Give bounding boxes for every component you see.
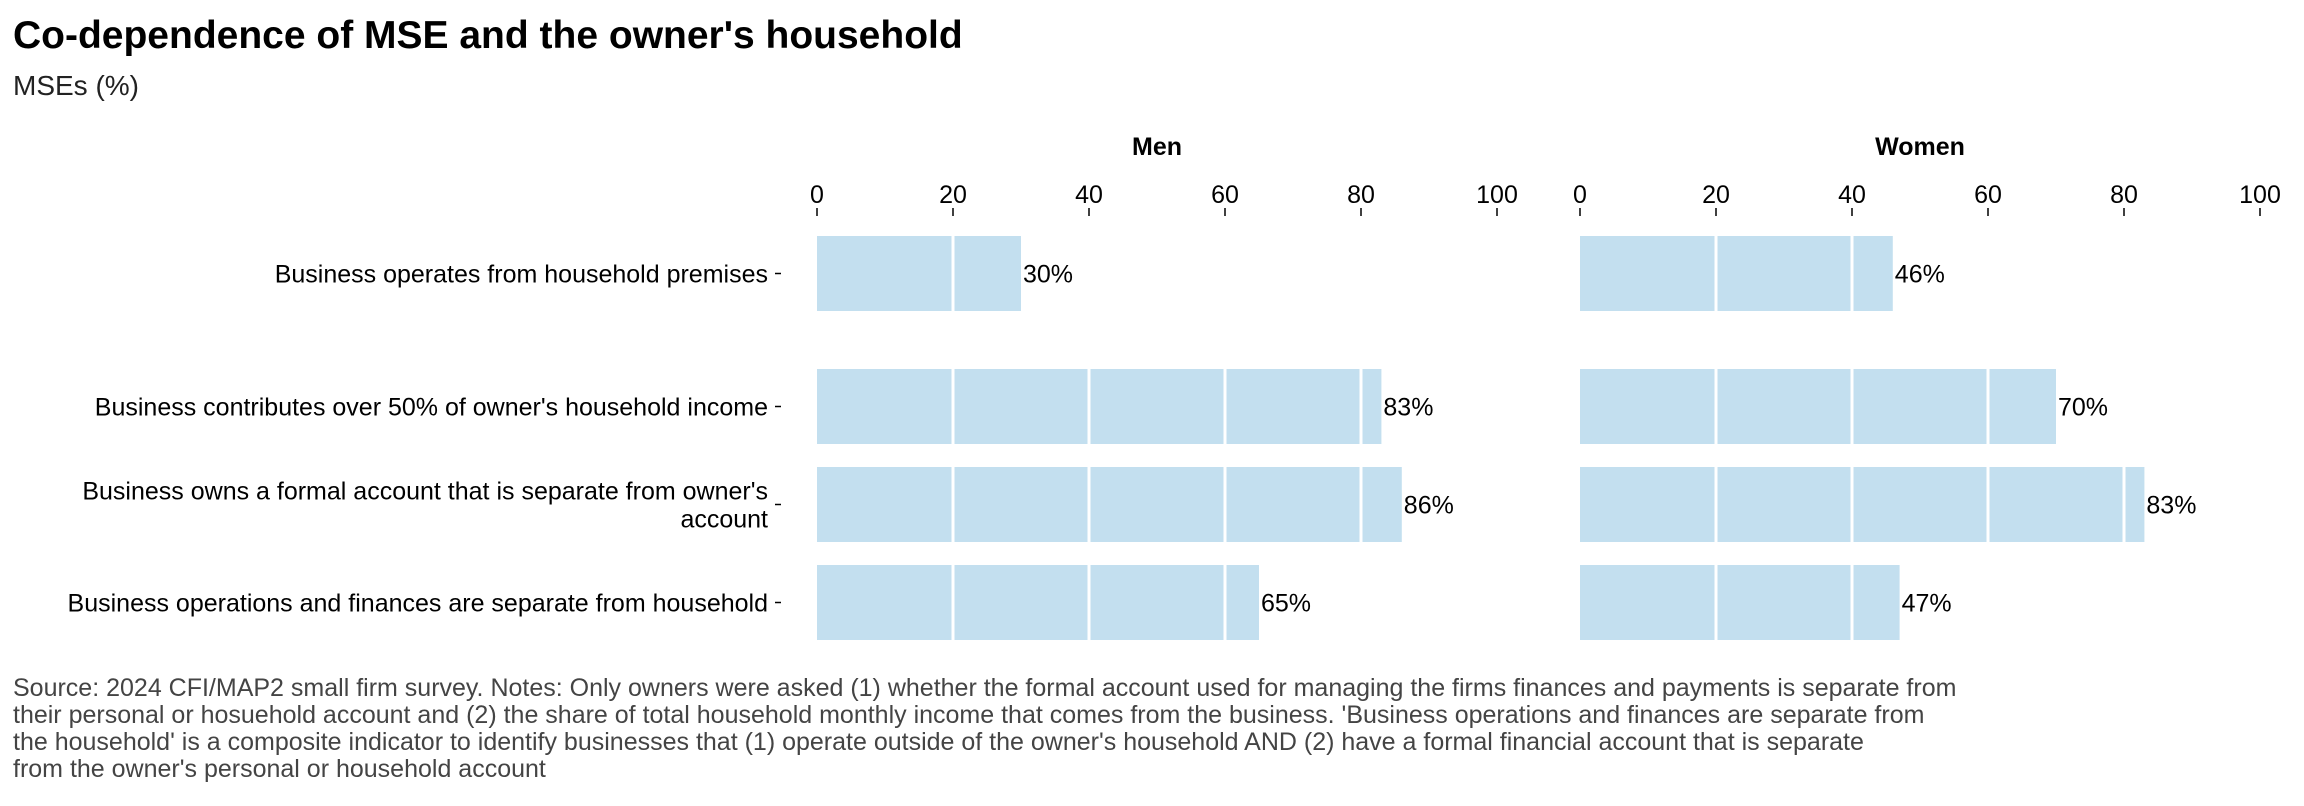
bar <box>817 565 1259 640</box>
category-label: Business owns a formal account that is s… <box>82 478 768 506</box>
bar <box>1580 467 2145 542</box>
category-label: Business operations and finances are sep… <box>68 590 768 618</box>
x-tick-label: 60 <box>1974 181 2002 209</box>
data-label: 70% <box>2058 394 2108 422</box>
bar <box>1580 565 1900 640</box>
x-tick-label: 20 <box>1702 181 1730 209</box>
data-label: 47% <box>1902 590 1952 618</box>
x-tick-label: 80 <box>2110 181 2138 209</box>
data-label: 86% <box>1404 492 1454 520</box>
data-label: 30% <box>1023 261 1073 289</box>
chart-title: Co-dependence of MSE and the owner's hou… <box>13 14 963 57</box>
x-tick-label: 60 <box>1211 181 1239 209</box>
panel-title-women: Women <box>1875 133 1965 161</box>
source-note-line: their personal or hosuehold account and … <box>13 701 1925 729</box>
bar <box>817 369 1382 444</box>
x-tick-label: 80 <box>1347 181 1375 209</box>
bar <box>817 467 1402 542</box>
x-tick-label: 20 <box>939 181 967 209</box>
data-label: 83% <box>1383 394 1433 422</box>
x-tick-label: 0 <box>810 181 824 209</box>
x-tick-label: 100 <box>1476 181 1518 209</box>
source-note: Source: 2024 CFI/MAP2 small firm survey.… <box>13 675 2263 783</box>
x-tick-label: 100 <box>2239 181 2281 209</box>
data-label: 46% <box>1895 261 1945 289</box>
x-tick-label: 0 <box>1573 181 1587 209</box>
chart-subtitle: MSEs (%) <box>13 70 139 101</box>
data-label: 83% <box>2146 492 2196 520</box>
bar <box>1580 236 1893 311</box>
category-label: account <box>680 506 768 534</box>
x-tick-label: 40 <box>1838 181 1866 209</box>
category-label: Business operates from household premise… <box>275 261 768 289</box>
source-note-line: from the owner's personal or household a… <box>13 755 546 783</box>
category-label: Business contributes over 50% of owner's… <box>95 394 768 422</box>
panel-title-men: Men <box>1132 133 1182 161</box>
data-label: 65% <box>1261 590 1311 618</box>
bar <box>1580 369 2056 444</box>
source-note-line: Source: 2024 CFI/MAP2 small firm survey.… <box>13 674 1957 702</box>
bar <box>817 236 1021 311</box>
source-note-line: the household' is a composite indicator … <box>13 728 1864 756</box>
x-tick-label: 40 <box>1075 181 1103 209</box>
